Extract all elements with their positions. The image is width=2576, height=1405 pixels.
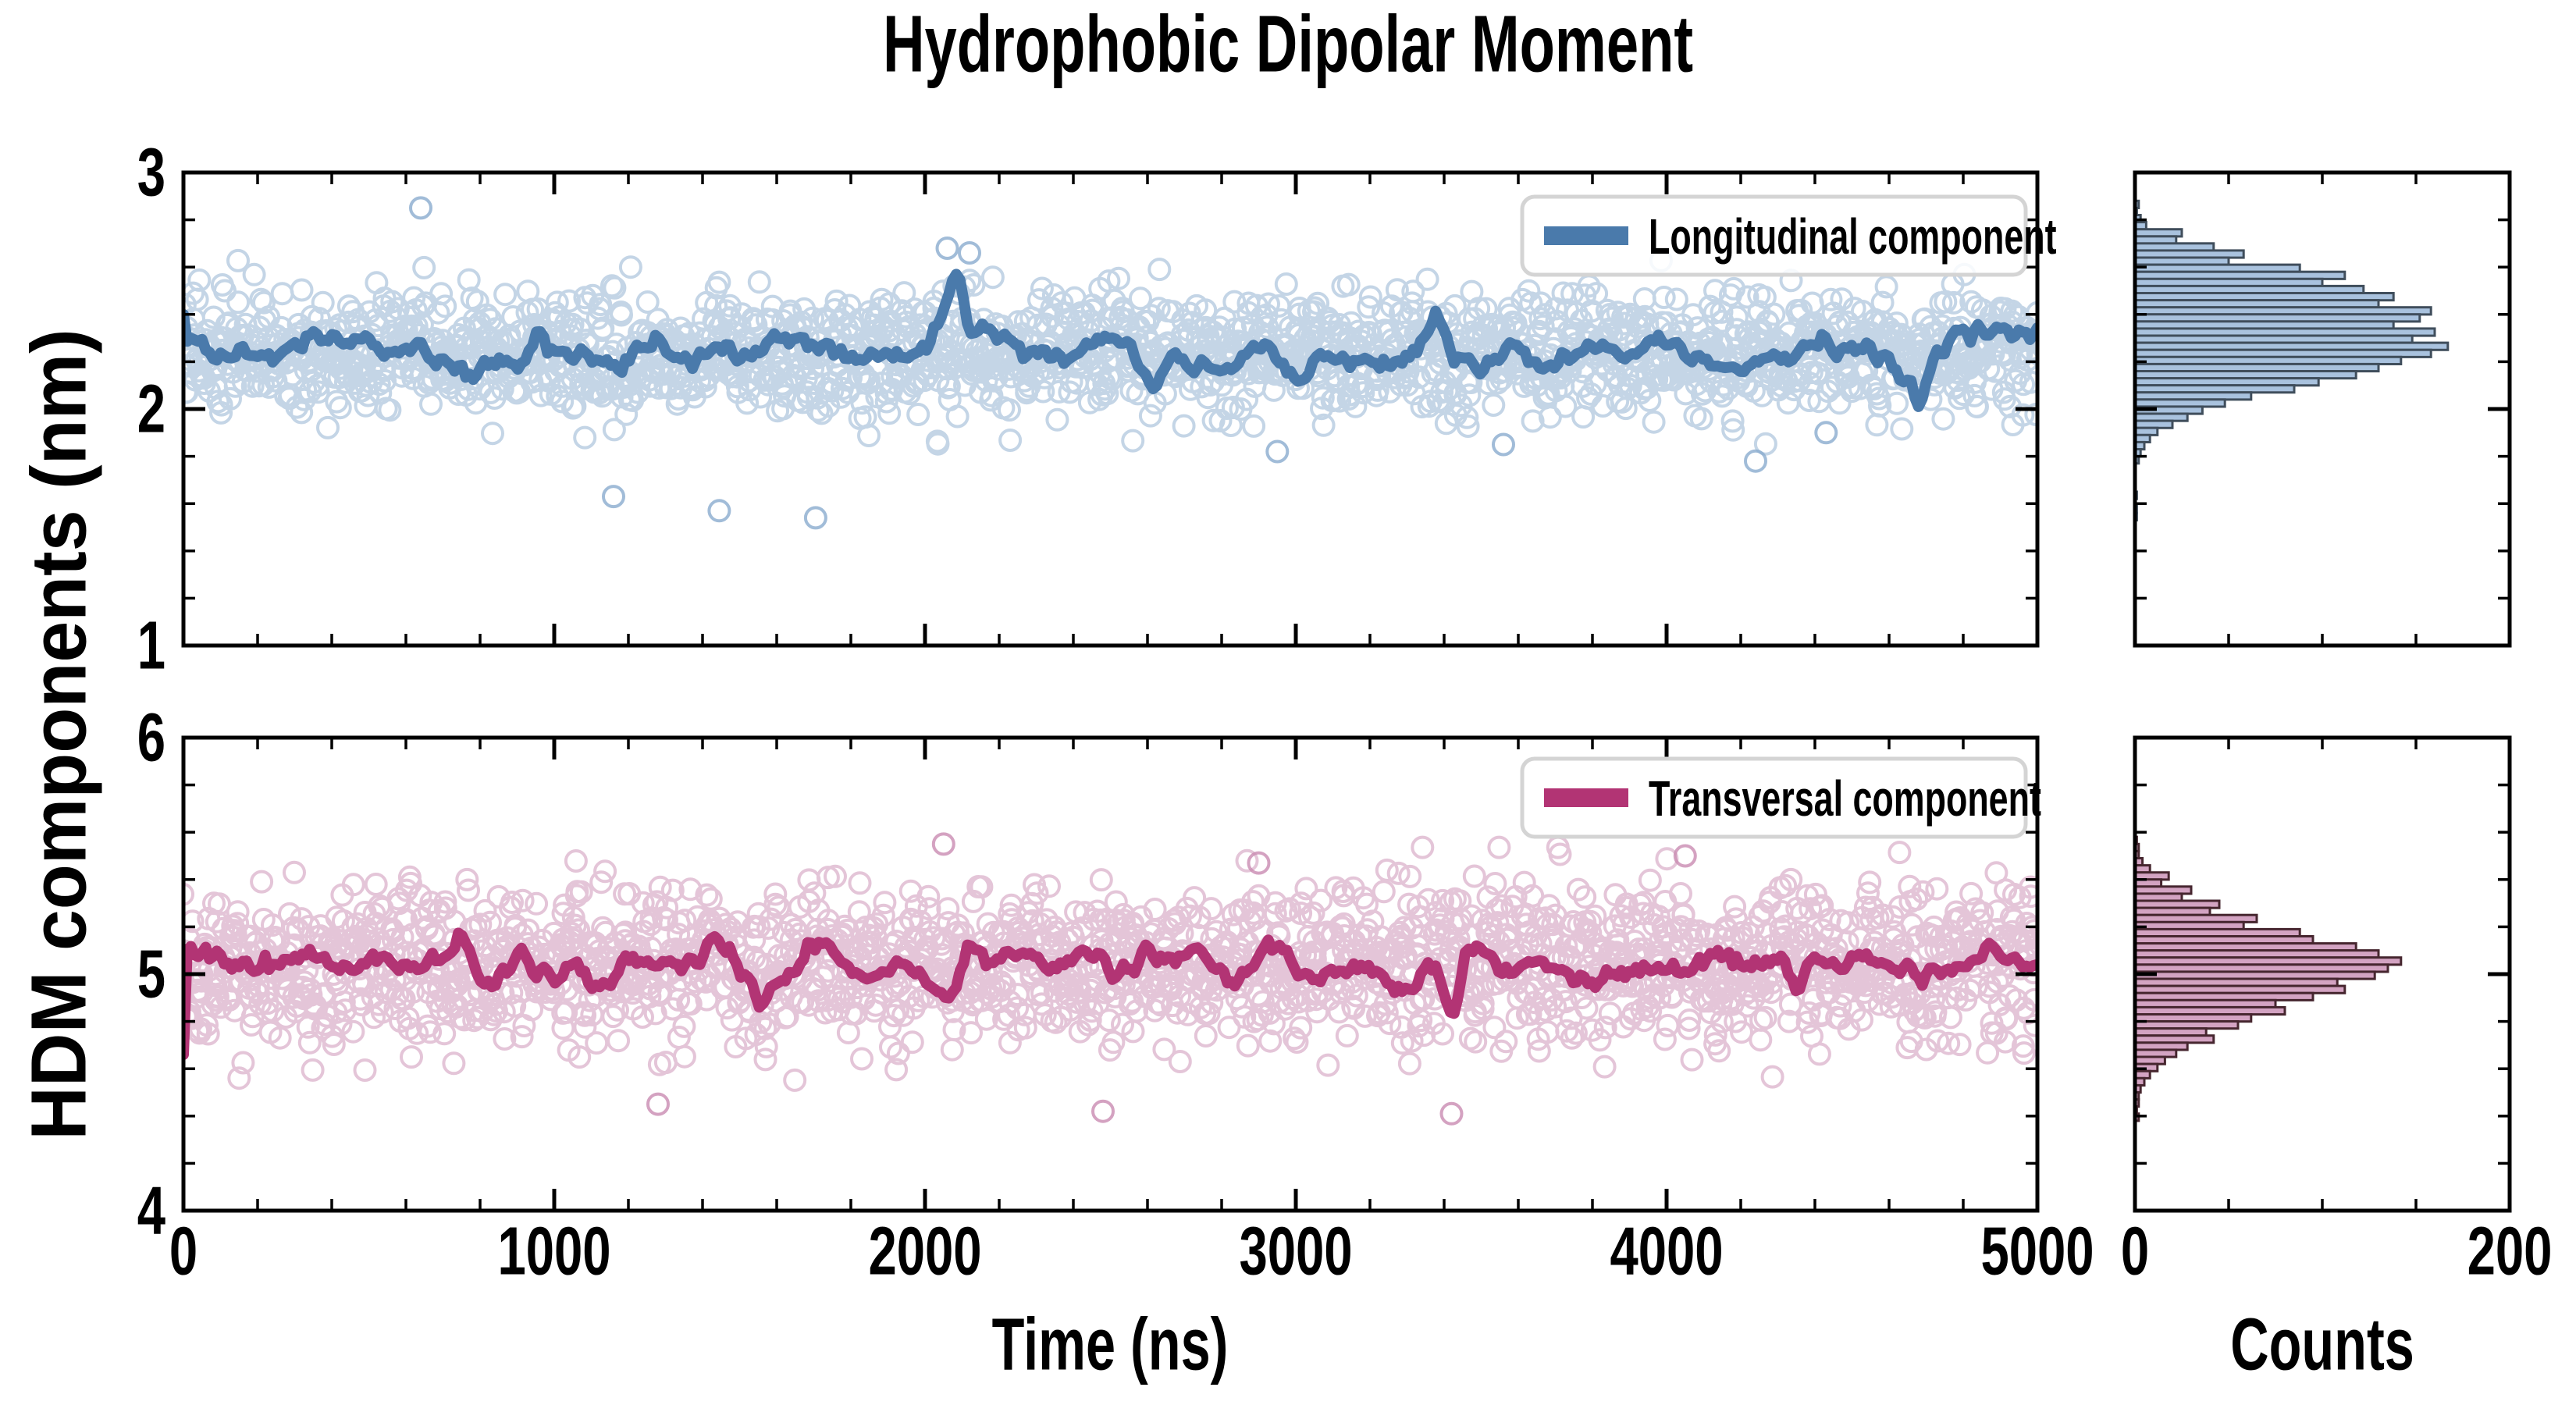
series: [183, 196, 2037, 1126]
axis-ticks: [181, 170, 2512, 1213]
legend-box: [1520, 756, 2028, 839]
transversal-scatter: [183, 835, 2037, 1092]
counts-tick-label: 200: [2467, 1213, 2553, 1289]
longitudinal-histogram: [2133, 199, 2450, 521]
counts-axis-label: Counts: [2230, 1303, 2414, 1386]
y-tick-label: 4: [137, 1172, 165, 1248]
x-tick-label: 5000: [1980, 1213, 2094, 1289]
x-axis-label: Time (ns): [992, 1303, 1229, 1386]
longitudinal-line: [183, 269, 2037, 412]
transversal-histogram: [2133, 835, 2403, 1122]
y-tick-label: 3: [137, 134, 165, 210]
histogram-bars: [2133, 199, 2450, 1122]
counts-tick-label: 0: [2121, 1213, 2149, 1289]
y-tick-label: 6: [137, 699, 165, 775]
legend-box: [1520, 194, 2028, 277]
longitudinal-outliers: [408, 196, 1838, 530]
tick-labels: 1 2 3 4 5 6 0 1000 2000 3000 4000 5000 0 200: [137, 134, 2553, 1289]
y-axis-label: HDM components (nm): [15, 329, 102, 1140]
x-tick-label: 0: [169, 1213, 197, 1289]
y-tick-label: 5: [137, 936, 165, 1012]
y-tick-label: 1: [137, 607, 165, 683]
x-tick-label: 2000: [868, 1213, 981, 1289]
figure-title: Hydrophobic Dipolar Moment: [883, 0, 1693, 89]
y-tick-label: 2: [137, 371, 165, 446]
chart-layers: 1 2 3 4 5 6 0 1000 2000 3000 4000 5000 0 200: [137, 134, 2553, 1289]
legend-label-transversal: Transversal component: [1649, 770, 2041, 827]
x-tick-label: 1000: [497, 1213, 610, 1289]
x-tick-label: 3000: [1239, 1213, 1352, 1289]
legend-label-longitudinal: Longitudinal component: [1649, 208, 2057, 265]
transversal-line: [183, 927, 2037, 1060]
legend-transversal: Transversal component: [1520, 756, 2041, 839]
transversal-outliers: [646, 832, 1697, 1126]
x-tick-label: 4000: [1610, 1213, 1723, 1289]
legend-longitudinal: Longitudinal component: [1520, 194, 2057, 277]
